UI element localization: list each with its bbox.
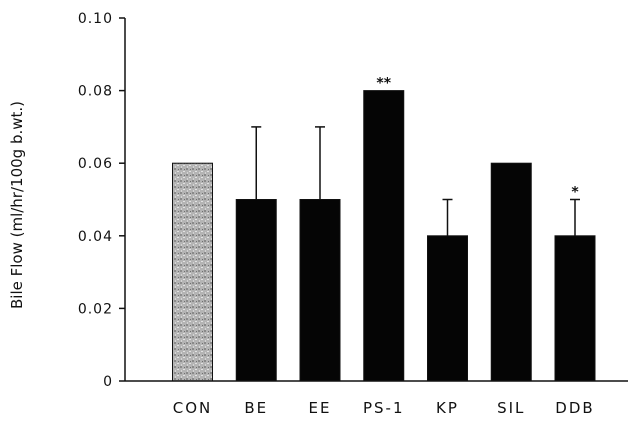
y-tick-label: 0.10: [78, 11, 113, 27]
x-tick-label-ee: EE: [309, 399, 332, 417]
y-tick-label: 0.08: [78, 84, 113, 100]
y-axis-title: Bile Flow (ml/hr/100g b.wt.): [8, 101, 26, 309]
y-axis: 0 0.02 0.04 0.06 0.08 0.10: [78, 11, 126, 390]
x-tick-label-be: BE: [244, 399, 268, 417]
x-tick-label-kp: KP: [436, 399, 459, 417]
y-tick-label: 0.02: [78, 301, 113, 317]
significance-marker: **: [376, 76, 391, 92]
y-tick-label: 0: [103, 374, 113, 390]
x-tick-label-con: CON: [173, 399, 213, 417]
x-tick-label-ps-1: PS-1: [363, 399, 405, 417]
bar-con: [172, 162, 213, 382]
y-tick-label: 0.04: [78, 229, 113, 245]
bar-sil: [490, 162, 532, 382]
bar-ddb: [554, 235, 596, 382]
bar-ps-1: [363, 90, 405, 382]
bar-kp: [427, 235, 468, 382]
y-tick-label: 0.06: [78, 156, 113, 172]
bar-ee: [299, 199, 341, 382]
x-tick-label-ddb: DDB: [555, 399, 594, 417]
x-axis: CON BE EE PS-1 KP SIL DDB: [125, 380, 628, 417]
x-tick-label-sil: SIL: [497, 399, 525, 417]
significance-marker: *: [571, 185, 579, 201]
bar-be: [235, 199, 277, 382]
bars-group: ***: [172, 76, 596, 382]
